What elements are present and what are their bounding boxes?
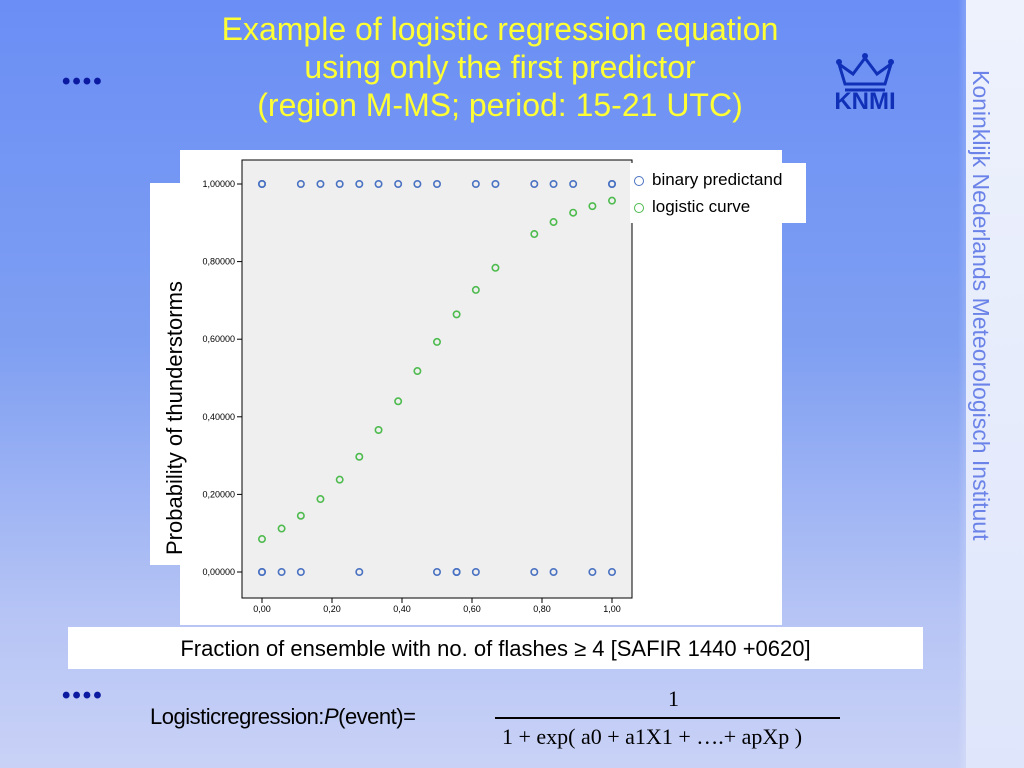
x-tick-label: 0,80: [533, 604, 551, 614]
legend-marker-logistic: [634, 202, 644, 213]
x-tick-label: 0,00: [253, 604, 271, 614]
binary-point: [569, 179, 578, 188]
binary-point: [530, 179, 539, 188]
bullet-marker-top: ••••: [62, 68, 104, 95]
formula-event: (event): [338, 704, 404, 729]
y-tick-label: 0,00000: [202, 567, 235, 577]
crown-logo-icon: [836, 53, 894, 92]
logistic-point: [491, 263, 500, 272]
bullet-marker-bottom: ••••: [62, 682, 104, 709]
legend-item-logistic: logistic curve: [634, 197, 750, 217]
y-tick-label: 1,00000: [202, 179, 235, 189]
logistic-point: [258, 535, 267, 544]
title-line-1: Example of logistic regression equation: [221, 11, 779, 47]
logistic-point: [316, 495, 325, 504]
binary-point: [491, 179, 500, 188]
binary-point: [355, 179, 364, 188]
binary-point: [607, 179, 616, 188]
logistic-point: [335, 475, 344, 484]
y-tick-label: 0,40000: [202, 412, 235, 422]
logistic-point: [452, 310, 461, 319]
formula-name: Logisticregression:: [150, 704, 324, 729]
binary-point: [549, 567, 558, 576]
binary-point: [335, 179, 344, 188]
formula-equals: =: [403, 704, 416, 729]
binary-point: [433, 179, 442, 188]
title-line-2: using only the first predictor: [304, 49, 696, 85]
binary-point: [296, 179, 305, 188]
y-axis-label-box: [150, 183, 196, 565]
binary-point: [413, 179, 422, 188]
fraction-bar: [495, 717, 840, 719]
logistic-point: [549, 218, 558, 227]
x-tick-label: 0,60: [463, 604, 481, 614]
organization-name: Koninklijk Nederlands Meteorologisch Ins…: [968, 70, 994, 541]
logistic-point: [296, 511, 305, 520]
logistic-point: [355, 452, 364, 461]
x-tick-label: 0,40: [393, 604, 411, 614]
side-band: [966, 0, 1024, 768]
y-axis-label: Probability of thunderstorms: [162, 281, 187, 555]
binary-point: [588, 567, 597, 576]
logistic-formula: Logisticregression:P(event)= 1 1 + exp( …: [150, 686, 850, 760]
scatter-chart: 0,000000,200000,400000,600000,800001,000…: [202, 159, 633, 614]
logistic-point: [277, 524, 286, 533]
logistic-point: [588, 202, 597, 211]
y-tick-label: 0,20000: [202, 489, 235, 499]
x-axis-label-box: [68, 627, 923, 669]
formula-left: Logisticregression:P(event)=: [150, 704, 416, 730]
logistic-point: [530, 230, 539, 239]
binary-point: [316, 179, 325, 188]
x-axis-label: Fraction of ensemble with no. of flashes…: [180, 636, 811, 661]
binary-point: [258, 179, 267, 188]
logistic-point: [374, 425, 383, 434]
legend-item-binary: binary predictand: [634, 170, 782, 190]
legend: [630, 163, 806, 223]
binary-point: [452, 567, 461, 576]
logistic-point: [471, 285, 480, 294]
binary-point: [277, 567, 286, 576]
legend-marker-binary: [634, 175, 644, 186]
binary-point: [258, 567, 267, 576]
logistic-point: [413, 367, 422, 376]
logistic-point: [607, 196, 616, 205]
formula-denominator: 1 + exp( a0 + a1X1 + ….+ apXp ): [502, 724, 803, 749]
logistic-point: [569, 208, 578, 217]
title-line-3: (region M-MS; period: 15-21 UTC): [257, 87, 743, 123]
logistic-point: [394, 397, 403, 406]
legend-label-logistic: logistic curve: [652, 197, 751, 216]
x-tick-label: 0,20: [323, 604, 341, 614]
x-tick-label: 1,00: [603, 604, 621, 614]
logo-text: KNMI: [834, 88, 896, 115]
binary-point: [433, 567, 442, 576]
legend-label-binary: binary predictand: [652, 170, 783, 189]
binary-point: [549, 179, 558, 188]
binary-point: [296, 567, 305, 576]
y-tick-label: 0,60000: [202, 334, 235, 344]
binary-point: [530, 567, 539, 576]
y-tick-label: 0,80000: [202, 257, 235, 267]
binary-point: [394, 179, 403, 188]
binary-point: [607, 567, 616, 576]
binary-point: [471, 567, 480, 576]
logistic-point: [433, 337, 442, 346]
binary-point: [374, 179, 383, 188]
formula-p: P: [323, 704, 339, 729]
slide-title: Example of logistic regression equation …: [130, 10, 870, 124]
binary-point: [355, 567, 364, 576]
formula-numerator: 1: [668, 686, 679, 711]
binary-point: [471, 179, 480, 188]
plot-area: [241, 159, 633, 599]
